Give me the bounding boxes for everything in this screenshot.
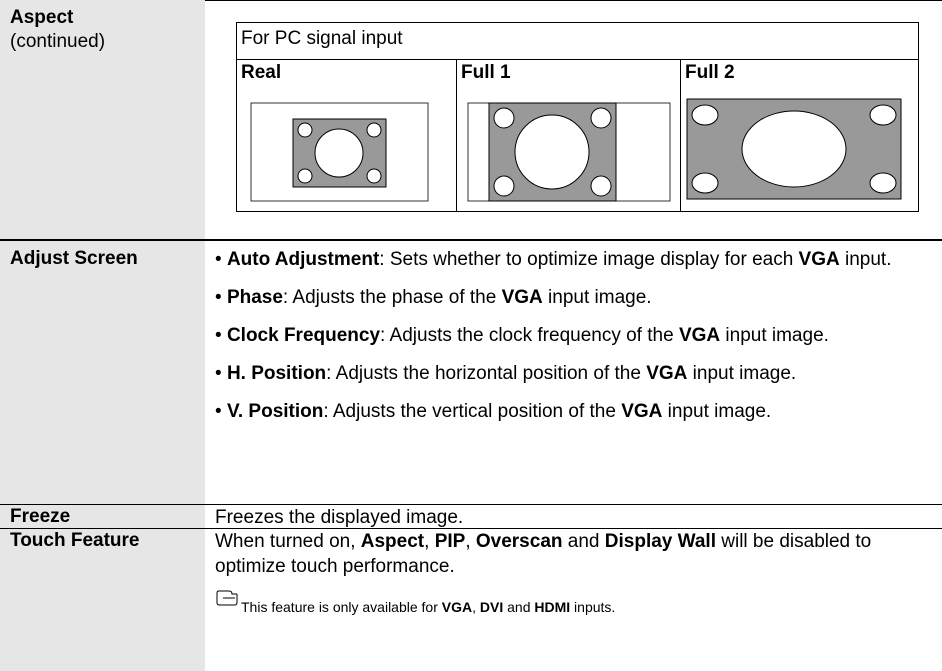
paragraph: V. Position: Adjusts the vertical positi… [215,399,932,424]
sublabel: (continued) [10,31,106,52]
text: input image. [720,325,829,346]
bold-text: VGA [646,363,688,384]
aspect-figure: For PC signal input Real Full 1 [236,22,919,212]
bold-text: VGA [621,401,663,422]
label: Aspect [10,7,74,28]
row-freeze: Freeze Freezes the displayed image. [0,505,942,528]
row-content: When turned on, Aspect, PIP, Overscan an… [215,529,932,617]
bold-text: Overscan [475,531,563,552]
figure-column: Full 2 [680,60,920,211]
text: : Adjusts the horizontal position of the [326,363,647,384]
label: Touch Feature [10,530,140,551]
figure-column: Real [237,60,456,211]
text: : Sets whether to optimize image display… [379,249,799,270]
column-heading: Real [241,62,282,83]
row-content: Freezes the displayed image. [215,505,932,543]
text: and [562,531,605,552]
text: : Adjusts the clock frequency of the [380,325,679,346]
rule [0,504,942,505]
text: : Adjusts the vertical position of the [323,401,622,422]
text: will be disabled to optimize touch perfo… [215,531,872,577]
column-heading: Full 2 [685,62,735,83]
paragraph: H. Position: Adjusts the horizontal posi… [215,361,932,386]
paragraph: Freezes the displayed image. [215,505,932,530]
text: , [472,599,480,615]
column-heading: Full 1 [461,62,511,83]
note: This feature is only available for VGA, … [215,590,932,617]
figure-column: Full 1 [456,60,680,211]
bold-text: Clock Frequency [226,325,381,346]
text: input image. [687,363,797,384]
bold-text: Auto Adjustment [226,249,380,270]
bold-text: V. Position [226,401,324,422]
label: Adjust Screen [10,248,138,269]
note-icon [216,590,238,606]
text: input image. [542,287,652,308]
row-content: Auto Adjustment: Sets whether to optimiz… [215,247,932,437]
text: inputs. [570,599,616,615]
bold-text: VGA [678,325,721,346]
row-label: Aspect (continued) [0,0,205,240]
full2-illustration [686,98,902,200]
bold-text: VGA [501,287,543,308]
row-label: Freeze [0,505,205,528]
text: This feature is only available for [241,599,442,615]
row-aspect: Aspect (continued) For PC signal input R… [0,0,942,240]
text: and [503,599,535,615]
bold-text: Display Wall [604,531,716,552]
paragraph: Phase: Adjusts the phase of the VGA inpu… [215,285,932,310]
text: When turned on, [215,531,361,552]
full1-illustration [467,102,671,202]
rule [205,0,942,1]
text: : Adjusts the phase of the [282,287,502,308]
bold-text: HDMI [534,599,571,615]
row-label: Touch Feature [0,529,205,671]
real-illustration [250,102,429,202]
row-label: Adjust Screen [0,241,205,504]
label: Freeze [10,506,71,527]
paragraph: Auto Adjustment: Sets whether to optimiz… [215,247,932,272]
rule [0,528,942,529]
text: Freezes the displayed image. [215,507,464,528]
paragraph: Clock Frequency: Adjusts the clock frequ… [215,323,932,348]
bold-text: Aspect [360,531,425,552]
bold-text: H. Position [226,363,327,384]
bold-text: VGA [798,249,840,270]
text: input. [839,249,892,270]
bold-text: DVI [479,599,504,615]
row-touch-feature: Touch Feature When turned on, Aspect, PI… [0,529,942,671]
text: input image. [662,401,772,422]
bold-text: VGA [441,599,473,615]
text: , [465,531,476,552]
rule [0,239,942,241]
figure-caption: For PC signal input [237,23,918,60]
paragraph: When turned on, Aspect, PIP, Overscan an… [215,529,932,579]
bold-text: PIP [434,531,466,552]
bold-text: Phase [226,287,283,308]
row-adjust-screen: Adjust Screen Auto Adjustment: Sets whet… [0,241,942,504]
text: , [424,531,435,552]
